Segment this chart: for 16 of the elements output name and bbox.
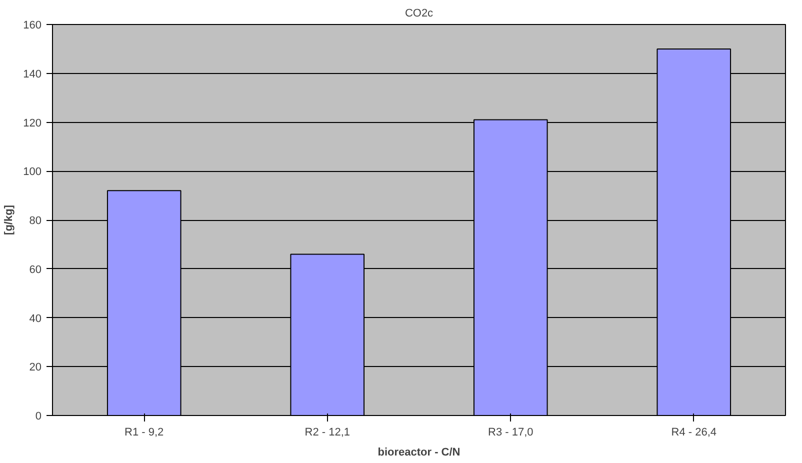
x-tick-label: R3 - 17,0: [488, 426, 534, 438]
x-axis-title: bioreactor - C/N: [378, 446, 460, 458]
y-tick-label: 160: [23, 20, 42, 32]
y-tick-label: 140: [23, 68, 42, 80]
y-tick-label: 40: [29, 312, 42, 325]
y-tick-label: 20: [29, 362, 42, 374]
y-tick-label: 100: [23, 166, 42, 178]
x-tick-label: R4 - 26,4: [671, 426, 716, 438]
y-axis-title: [g/kg]: [3, 204, 16, 235]
y-tick-label: 60: [29, 264, 42, 276]
chart-title: CO2c: [404, 8, 434, 20]
x-tick-label: R2 - 12,1: [304, 426, 350, 438]
y-tick-label: 80: [29, 215, 42, 227]
y-tick-label: 0: [35, 410, 42, 422]
y-tick-label: 120: [23, 117, 42, 130]
x-tick-label: R1 - 9,2: [124, 426, 164, 438]
